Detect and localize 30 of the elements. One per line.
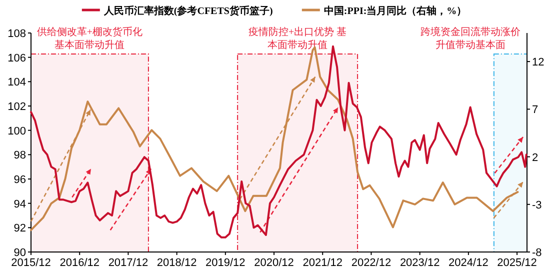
y-tick-label: 108 [8, 28, 26, 40]
y2-tick-label: 7 [532, 104, 538, 116]
band-label: 供给侧改革+棚改货币化基本面带动升值 [36, 26, 143, 52]
y-tick-label: 102 [8, 101, 26, 113]
y-tick-label: 106 [8, 52, 26, 64]
legend-label: 中国:PPI:当月同比（右轴，%） [324, 5, 467, 17]
y2-tick-label: 2 [532, 152, 538, 164]
x-tick-label: 2016/12 [60, 257, 100, 269]
x-tick-label: 2020/12 [254, 257, 294, 269]
y-tick-label: 104 [8, 76, 26, 89]
x-tick-label: 2023/12 [400, 257, 440, 269]
x-tick-label: 2018/12 [156, 257, 197, 269]
y-tick-label: 100 [8, 125, 26, 138]
y2-tick-label: -3 [532, 199, 542, 212]
x-tick-label: 2025/12 [497, 257, 537, 269]
x-tick-label: 2019/12 [206, 257, 246, 269]
y2-tick-label: -8 [532, 247, 542, 259]
x-tick-label: 2024/12 [448, 257, 488, 269]
x-tick-label: 2022/12 [351, 257, 392, 269]
x-tick-label: 2017/12 [108, 257, 148, 269]
legend-label: 人民币汇率指数(参考CFETS货币篮子) [102, 5, 273, 17]
y-tick-label: 92 [14, 222, 26, 235]
x-tick-label: 2015/12 [11, 257, 51, 269]
y-tick-label: 98 [14, 150, 26, 162]
y-tick-label: 96 [14, 174, 26, 186]
band-label: 跨境资金回流带动涨价升值带动基本面 [420, 26, 520, 52]
y-tick-label: 90 [14, 247, 26, 259]
y2-tick-label: 12 [532, 56, 544, 69]
y-tick-label: 94 [14, 198, 26, 210]
x-tick-label: 2021/12 [302, 257, 343, 269]
